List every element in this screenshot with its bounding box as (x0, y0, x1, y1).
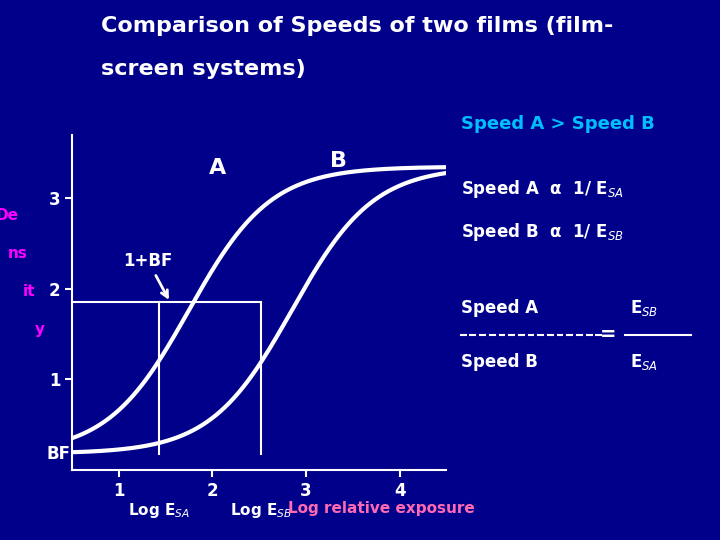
Text: it: it (22, 284, 35, 299)
Text: Speed B: Speed B (461, 353, 538, 371)
Text: BF: BF (46, 444, 70, 463)
Text: Log relative exposure: Log relative exposure (287, 502, 474, 516)
Text: Comparison of Speeds of two films (film-: Comparison of Speeds of two films (film- (101, 16, 613, 36)
Text: 1+BF: 1+BF (124, 252, 173, 297)
Text: y: y (35, 322, 45, 337)
Text: B: B (330, 151, 347, 171)
Text: Log E$_{SB}$: Log E$_{SB}$ (230, 502, 292, 521)
Text: Speed A  α  1/ E$_{SA}$: Speed A α 1/ E$_{SA}$ (461, 178, 624, 200)
Text: De: De (0, 208, 19, 224)
Text: ns: ns (8, 246, 28, 261)
Text: E$_{SA}$: E$_{SA}$ (630, 352, 658, 372)
Text: A: A (209, 158, 225, 178)
Text: Log E$_{SA}$: Log E$_{SA}$ (128, 502, 190, 521)
Text: Speed A > Speed B: Speed A > Speed B (461, 115, 654, 133)
Text: E$_{SB}$: E$_{SB}$ (630, 298, 658, 318)
Text: Speed B  α  1/ E$_{SB}$: Speed B α 1/ E$_{SB}$ (461, 221, 624, 243)
Text: =: = (600, 325, 616, 345)
Text: Speed A: Speed A (461, 299, 538, 317)
Text: screen systems): screen systems) (101, 59, 305, 79)
